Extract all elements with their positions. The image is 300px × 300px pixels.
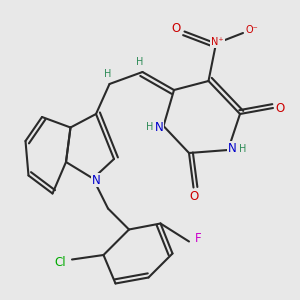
Text: N⁺: N⁺	[211, 37, 224, 47]
Text: N: N	[154, 121, 164, 134]
Text: O: O	[171, 22, 180, 35]
Text: O: O	[276, 101, 285, 115]
Text: O: O	[189, 190, 198, 203]
Text: H: H	[239, 143, 246, 154]
Text: H: H	[136, 57, 143, 68]
Text: N: N	[92, 173, 101, 187]
Text: Cl: Cl	[54, 256, 66, 269]
Text: N: N	[228, 142, 237, 155]
Text: F: F	[195, 232, 201, 245]
Text: H: H	[146, 122, 154, 133]
Text: O⁻: O⁻	[246, 25, 258, 35]
Text: H: H	[104, 69, 112, 80]
